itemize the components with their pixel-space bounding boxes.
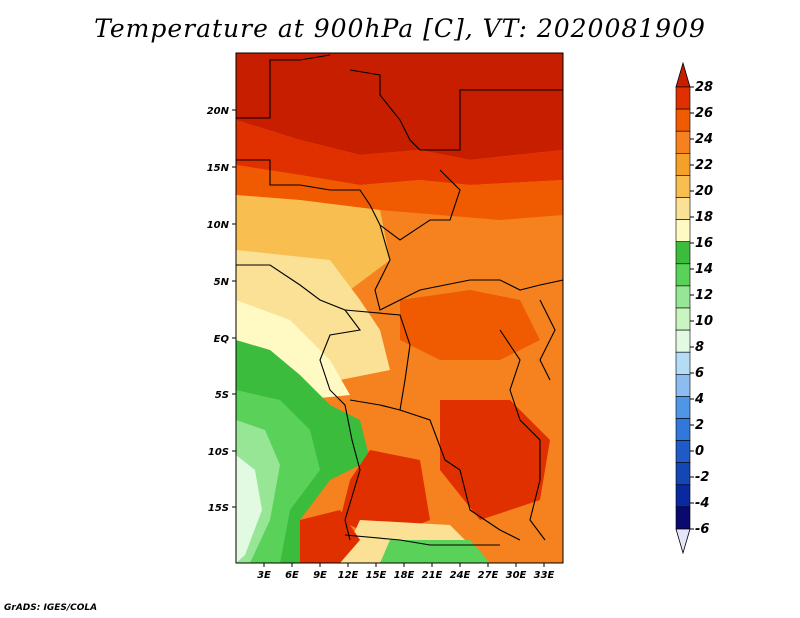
x-tick-label: 3E [257, 570, 271, 581]
colorbar-segment [675, 307, 691, 331]
y-tick-label: 10S [208, 447, 229, 458]
border-d [374, 224, 563, 311]
boundaries [236, 54, 563, 546]
x-tick-label: 21E [422, 570, 443, 581]
colorbar-top-arrow [675, 61, 691, 88]
border-g [344, 534, 500, 546]
border-b [349, 69, 563, 151]
x-tick-label: 18E [394, 570, 415, 581]
colorbar-labels: 28 26 24 22 20 18 16 14 12 10 8 6 4 2 0 … [694, 80, 713, 537]
colorbar-segment [675, 219, 691, 243]
colorbar-label: 8 [695, 340, 704, 355]
colorbar-segment [675, 153, 691, 176]
x-tick-label: 30E [506, 570, 527, 581]
x-tick-label: 27E [478, 570, 499, 581]
colorbar-label: 28 [695, 80, 713, 95]
coastline [236, 264, 361, 541]
colorbar-label: 16 [695, 236, 713, 251]
colorbar-label: 0 [695, 444, 704, 459]
colorbar-label: 4 [694, 392, 704, 407]
field-26c [340, 450, 430, 540]
y-tick-label: 5N [214, 277, 230, 288]
colorbar-segment [675, 263, 691, 287]
field-26b [440, 400, 550, 520]
colorbar-label: -2 [695, 470, 709, 485]
y-tick-label: 15N [207, 163, 230, 174]
colorbar-segment [675, 285, 691, 309]
x-tick-label: 12E [338, 570, 359, 581]
x-tick-labels: 3E 6E 9E 12E 15E 18E 21E 24E 27E 30E 33E [257, 570, 554, 581]
y-tick-label: EQ [214, 334, 230, 345]
border-a [236, 54, 331, 119]
y-tick-label: 10N [207, 220, 230, 231]
field-12b [380, 540, 490, 563]
lake-victoria-edge [539, 299, 556, 381]
colorbar-label: 24 [695, 132, 713, 147]
colorbar-label: -6 [695, 522, 709, 537]
colorbar-label: 6 [695, 366, 704, 381]
colorbar-segment [675, 175, 691, 198]
x-tick-label: 15E [366, 570, 387, 581]
colorbar-label: 20 [695, 184, 713, 199]
colorbar-label: 18 [695, 210, 713, 225]
colorbar-label: 14 [695, 262, 713, 277]
border-f [349, 399, 401, 411]
y-tick-label: 15S [208, 503, 229, 514]
field-18 [236, 250, 390, 380]
colorbar-segment [675, 396, 691, 419]
colorbar-label: 2 [695, 418, 704, 433]
colorbar-segment [675, 440, 691, 464]
field-28 [236, 53, 563, 160]
border-c [236, 159, 461, 241]
colorbar-segment [675, 351, 691, 375]
y-tick-labels: 20N 15N 10N 5N EQ 5S 10S 15S [207, 106, 230, 514]
colorbar-segment [675, 373, 691, 397]
colorbar-segment [675, 484, 691, 508]
colorbar-label: 10 [695, 314, 713, 329]
colorbar-bottom-arrow [675, 528, 691, 555]
map-frame [235, 52, 564, 564]
colorbar-label: 26 [695, 106, 713, 121]
colorbar [675, 61, 694, 555]
colorbar-segment [675, 86, 691, 110]
x-tick-label: 9E [313, 570, 327, 581]
colorbar-segment [675, 197, 691, 220]
axis-ticks [232, 109, 545, 567]
colorbar-segment [675, 462, 691, 486]
colorbar-segment [675, 130, 691, 154]
field-24b [400, 290, 540, 360]
chart-title: Temperature at 900hPa [C], VT: 202008190… [94, 14, 706, 43]
colorbar-segment [675, 418, 691, 441]
x-tick-label: 24E [450, 570, 471, 581]
temperature-field [236, 53, 563, 563]
y-tick-label: 5S [215, 390, 229, 401]
x-tick-label: 6E [285, 570, 299, 581]
colorbar-segment [675, 108, 691, 132]
colorbar-segment [675, 506, 691, 530]
field-26 [236, 120, 563, 185]
colorbar-segment [675, 241, 691, 265]
border-h [499, 329, 546, 541]
field-8 [236, 455, 262, 563]
colorbar-label: 22 [695, 158, 713, 173]
x-tick-label: 33E [534, 570, 555, 581]
grads-credit: GrADS: IGES/COLA [4, 603, 98, 613]
field-24 [236, 165, 563, 220]
colorbar-label: 12 [695, 288, 713, 303]
y-tick-label: 20N [207, 106, 230, 117]
colorbar-label: -4 [695, 496, 709, 511]
colorbar-segment [675, 329, 691, 353]
border-e [344, 309, 521, 541]
field-26d [300, 510, 360, 563]
